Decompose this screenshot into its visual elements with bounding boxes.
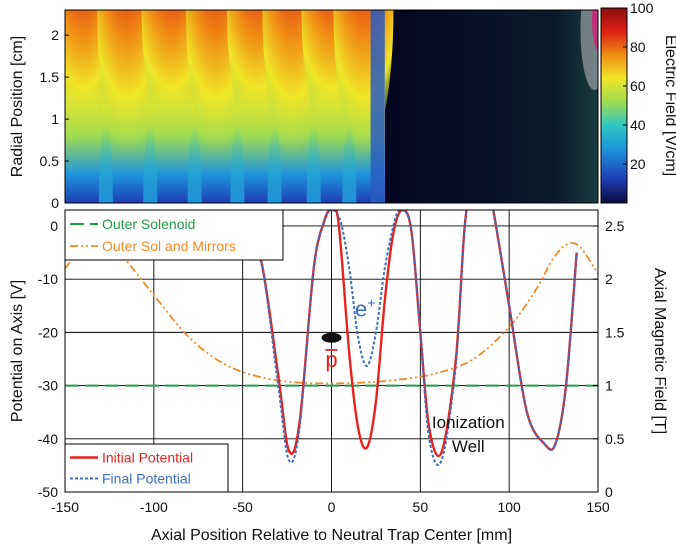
y2-axis-label: Axial Magnetic Field [T]: [651, 268, 668, 434]
colorbar-gradient: [600, 7, 628, 204]
legend-entry-outer-sol-and-mirrors: Outer Sol and Mirrors: [102, 238, 236, 254]
heatmap-valley: [267, 123, 282, 203]
annotation-ionization: Ionization: [432, 413, 505, 432]
line-chart-panel: -150 -100 -50 0 50 100 150 -50-40-30-20-100 00…: [9, 209, 668, 544]
annotation-superscript: +: [367, 294, 375, 310]
y-tick-label: -20: [38, 324, 58, 340]
y-ticks: -50 -40 -30 -20 -10 0: [38, 218, 58, 500]
heatmap-edge-spot-hot: [592, 10, 598, 50]
legend-box: [64, 443, 229, 493]
legend-entry-final-potential: Final Potential: [102, 471, 191, 487]
x-tick-label: -50: [233, 499, 253, 515]
y-axis-label: Potential on Axis [V]: [9, 280, 26, 422]
heatmap-y-tick-label: 1: [51, 111, 59, 127]
y2-ticks: 0 0.5 1 1.5 2 2.5: [593, 218, 625, 500]
heatmap-y-ticks: 0 0.5 1 1.5 2: [40, 27, 69, 211]
heatmap-dark-region: [384, 10, 598, 203]
legend-box: [64, 209, 284, 261]
x-axis-label: Axial Position Relative to Neutral Trap …: [151, 527, 512, 544]
colorbar-tick-label: 80: [630, 39, 646, 55]
y-tick-label: -40: [38, 431, 58, 447]
colorbar: 20 40 60 80 100 Electric Field [V/cm]: [600, 0, 676, 204]
annotation-well: Well: [452, 437, 485, 456]
heatmap-y-tick-label: 1.5: [40, 69, 60, 85]
heatmap-valley: [306, 123, 321, 203]
x-tick-label: 50: [413, 499, 429, 515]
heatmap-lobe: [141, 10, 202, 140]
colorbar-tick-label: 100: [630, 0, 654, 16]
x-tick-label: 0: [328, 499, 336, 515]
legend-entry-outer-solenoid: Outer Solenoid: [102, 216, 195, 232]
line-chart-frame: [64, 209, 599, 493]
heatmap-body: [65, 10, 598, 203]
x-tick-label: 100: [497, 499, 521, 515]
y2-tick-label: 2: [605, 271, 613, 287]
heatmap-valley: [187, 123, 202, 203]
heatmap-edge-strip: [370, 10, 385, 203]
y-tick-label: 0: [50, 218, 58, 234]
y2-tick-label: 2.5: [605, 218, 625, 234]
colorbar-tick-label: 20: [630, 156, 646, 172]
y2-tick-label: 1: [605, 378, 613, 394]
x-tick-label: -150: [51, 499, 79, 515]
y-tick-label: -50: [38, 484, 58, 500]
heatmap-lobe: [97, 10, 158, 155]
annotation-e: e+: [355, 294, 375, 321]
colorbar-tick-label: 40: [630, 117, 646, 133]
heatmap-y-axis-label: Radial Position [cm]: [9, 36, 26, 177]
legend-bottom: Initial Potential Final Potential: [64, 443, 229, 493]
colorbar-ticks: 20 40 60 80 100: [623, 0, 654, 172]
x-ticks: -150 -100 -50 0 50 100 150: [51, 499, 610, 515]
heatmap-y-tick-label: 2: [51, 27, 59, 43]
y2-tick-label: 0.5: [605, 431, 625, 447]
series-final-potential: [198, 210, 578, 466]
colorbar-tick-label: 60: [630, 78, 646, 94]
heatmap-panel: 0 0.5 1 1.5 2 Radial Position [cm]: [9, 9, 599, 211]
y-tick-label: -10: [38, 271, 58, 287]
legend-top: Outer Solenoid Outer Sol and Mirrors: [64, 209, 284, 261]
heatmap-valley: [230, 123, 245, 203]
annotation-p: p: [325, 347, 337, 372]
x-tick-label: 150: [586, 499, 610, 515]
antiproton-cloud-marker: [321, 332, 342, 343]
heatmap-valley: [143, 123, 158, 203]
annotations: e+ p Ionization Well: [321, 294, 505, 456]
y2-tick-label: 1.5: [605, 324, 625, 340]
x-tick-label: -100: [140, 499, 168, 515]
legend-entry-initial-potential: Initial Potential: [102, 450, 193, 466]
heatmap-y-tick-label: 0: [51, 195, 59, 211]
heatmap-valley: [342, 123, 357, 203]
y2-tick-label: 0: [605, 484, 613, 500]
colorbar-label: Electric Field [V/cm]: [662, 35, 676, 176]
series-initial-potential: [198, 210, 578, 458]
heatmap-valley: [98, 123, 113, 203]
heatmap-frame: [64, 9, 599, 204]
y-tick-label: -30: [38, 378, 58, 394]
heatmap-y-tick-label: 0.5: [40, 153, 60, 169]
